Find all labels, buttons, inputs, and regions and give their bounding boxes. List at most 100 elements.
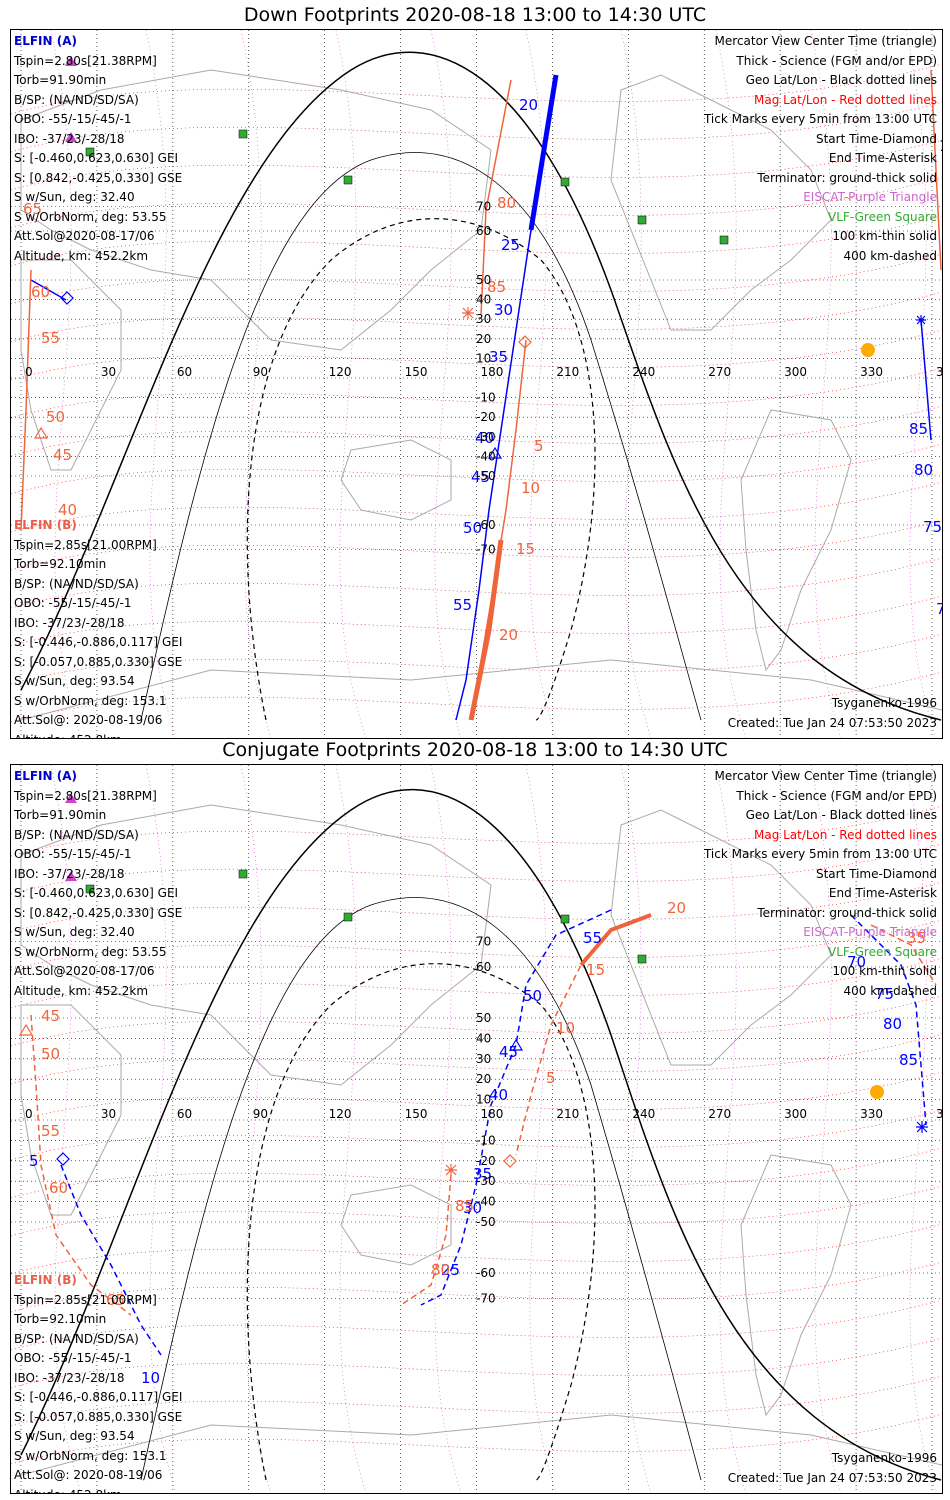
elfin-b-line: S: [-0.057,0.885,0.330] GSE	[14, 1409, 183, 1424]
elfin-b-tick-label: 60	[31, 283, 50, 301]
lat-label: 10	[476, 351, 491, 365]
elfin-a-track	[56, 909, 928, 1356]
elfin-a-track-right	[920, 319, 932, 441]
elfin-b-line: S w/OrbNorm, deg: 153.1	[14, 693, 167, 708]
elfin-a-track-right	[850, 914, 927, 1126]
lon-label: 180	[481, 365, 504, 379]
mag-meridian	[905, 765, 937, 1493]
elfin-a-end-asterisk	[916, 1121, 928, 1133]
elfin-a-line: S: [0.842,-0.425,0.330] GSE	[14, 170, 183, 185]
mag-meridian	[620, 765, 652, 1493]
elfin-a-line: OBO: -55/-15/-45/-1	[14, 847, 132, 861]
elfin-b-line: S w/Sun, deg: 93.54	[14, 1429, 135, 1443]
continent-north-america	[610, 809, 832, 1066]
elfin-a-track	[30, 74, 932, 721]
down-footprints-panel: 20 25 30 35 40 45 50 55 85 80 75 70 10 80 85 5 10 15 20 65…	[10, 29, 943, 739]
map-axis-labels: 0 30 60 90 120 150 180 210 240 270 300 330 360 70 60 50…	[25, 200, 942, 557]
continent-australia	[340, 1184, 452, 1266]
elfin-b-tick-label: 10	[521, 479, 540, 497]
eiscat-sites	[65, 56, 77, 142]
elfin-a-start-diamond	[56, 1152, 70, 1166]
elfin-a-line: S: [0.842,-0.425,0.330] GSE	[14, 905, 183, 920]
credit-label: Tsyganenko-1996	[831, 1451, 937, 1465]
lat-label: 40	[476, 293, 491, 307]
lat-label: -50	[476, 469, 496, 483]
elfin-b-track-right	[930, 69, 942, 271]
elfin-b-line: Tspin=2.85s[21.00RPM]	[14, 537, 157, 552]
legend-line: Geo Lat/Lon - Black dotted lines	[745, 808, 937, 822]
mag-meridian	[50, 765, 82, 1493]
elfin-b-line: S: [-0.057,0.885,0.330] GSE	[14, 654, 183, 669]
legend-line: 100 km-thin solid	[832, 229, 937, 243]
terminator	[20, 51, 942, 721]
eiscat-triangle	[65, 56, 77, 66]
continent-eurasia	[20, 69, 492, 351]
lat-label: -30	[476, 430, 496, 444]
elfin-b-science	[579, 913, 652, 967]
lon-label: 0	[25, 365, 33, 379]
lon-label: 90	[253, 365, 268, 379]
elfin-a-line: S: [-0.460,0.623,0.630] GEI	[14, 151, 179, 165]
lat-label: -60	[476, 1266, 496, 1280]
lat-label: -70	[476, 1292, 496, 1306]
elfin-a-tick-label: 30	[494, 301, 513, 319]
lon-label: 210	[556, 365, 579, 379]
legend-line: Start Time-Diamond	[815, 131, 937, 146]
continent-antarctica	[20, 1414, 942, 1476]
legend-line: 400 km-dashed	[843, 248, 937, 263]
elfin-a-name: ELFIN (A)	[14, 34, 77, 48]
elfin-a-info: ELFIN (A) Tspin=2.80s[21.38RPM] Torb=91.…	[14, 767, 182, 1001]
alt-400km-boundary	[246, 963, 596, 1481]
lon-label: 90	[253, 1107, 268, 1121]
mag-meridian	[620, 30, 652, 738]
elfin-a-tick-label: 10	[939, 137, 942, 155]
elfin-a-tick-label: 35	[473, 1165, 492, 1183]
elfin-a-tick-label: 55	[583, 929, 602, 947]
elfin-b-tick-label: 5	[546, 1069, 556, 1087]
continent-outlines	[20, 69, 942, 721]
continent-south-america	[740, 1154, 852, 1417]
mag-meridian	[525, 765, 557, 1493]
mag-meridian	[525, 30, 557, 738]
elfin-b-tick-label: 65	[106, 1291, 125, 1309]
elfin-b-line: S: [-0.446,-0.886,0.117] GEI	[14, 635, 183, 649]
legend-line: Mag Lat/Lon - Red dotted lines	[753, 92, 937, 107]
vlf-station	[238, 129, 248, 139]
elfin-a-view-triangle	[487, 446, 503, 459]
lat-label: -20	[476, 410, 496, 424]
elfin-a-line: S w/Sun, deg: 32.40	[14, 190, 135, 204]
lat-label: 20	[476, 332, 491, 346]
elfin-a-line: Torb=91.90min	[14, 73, 107, 87]
elfin-a-tick-label: 80	[883, 1015, 902, 1033]
elfin-b-tick-label: 5	[534, 437, 544, 455]
vlf-station	[343, 175, 353, 185]
terminator	[20, 788, 942, 1481]
lat-label: -50	[476, 1215, 496, 1229]
elfin-a-tick-label: 50	[523, 987, 542, 1005]
legend-line: 400 km-dashed	[843, 983, 937, 998]
elfin-b-line: Att.Sol@: 2020-08-19/06	[14, 1468, 163, 1482]
elfin-a-science	[528, 74, 559, 231]
sun-icon	[870, 1085, 884, 1099]
legend-line: Mercator View Center Time (triangle)	[714, 34, 937, 48]
continent-australia	[340, 439, 452, 521]
mag-meridian	[335, 765, 367, 1493]
lon-label: 0	[25, 1107, 33, 1121]
down-map-svg: 20 25 30 35 40 45 50 55 85 80 75 70 10 80 85 5 10 15 20 65…	[11, 30, 942, 738]
elfin-b-start-diamond	[518, 335, 532, 349]
elfin-b-line: Altitude: 452.8km	[14, 1486, 182, 1494]
elfin-a-name: ELFIN (A)	[14, 769, 77, 783]
lon-label: 330	[860, 1107, 883, 1121]
elfin-b-line: S: [-0.446,-0.886,0.117] GEI	[14, 1390, 183, 1404]
lon-label: 60	[177, 365, 192, 379]
mag-gridlines	[11, 765, 942, 1493]
continent-africa	[20, 259, 122, 471]
lon-label: 120	[329, 1107, 352, 1121]
map-legend: Mercator View Center Time (triangle) Thi…	[704, 767, 937, 1001]
legend-line: Thick - Science (FGM and/or EPD)	[736, 788, 937, 803]
elfin-b-tick-label: 50	[46, 408, 65, 426]
elfin-b-track-left	[20, 269, 32, 531]
elfin-a-tick-label: 75	[875, 985, 894, 1003]
elfin-b-end-asterisk	[445, 1164, 457, 1176]
